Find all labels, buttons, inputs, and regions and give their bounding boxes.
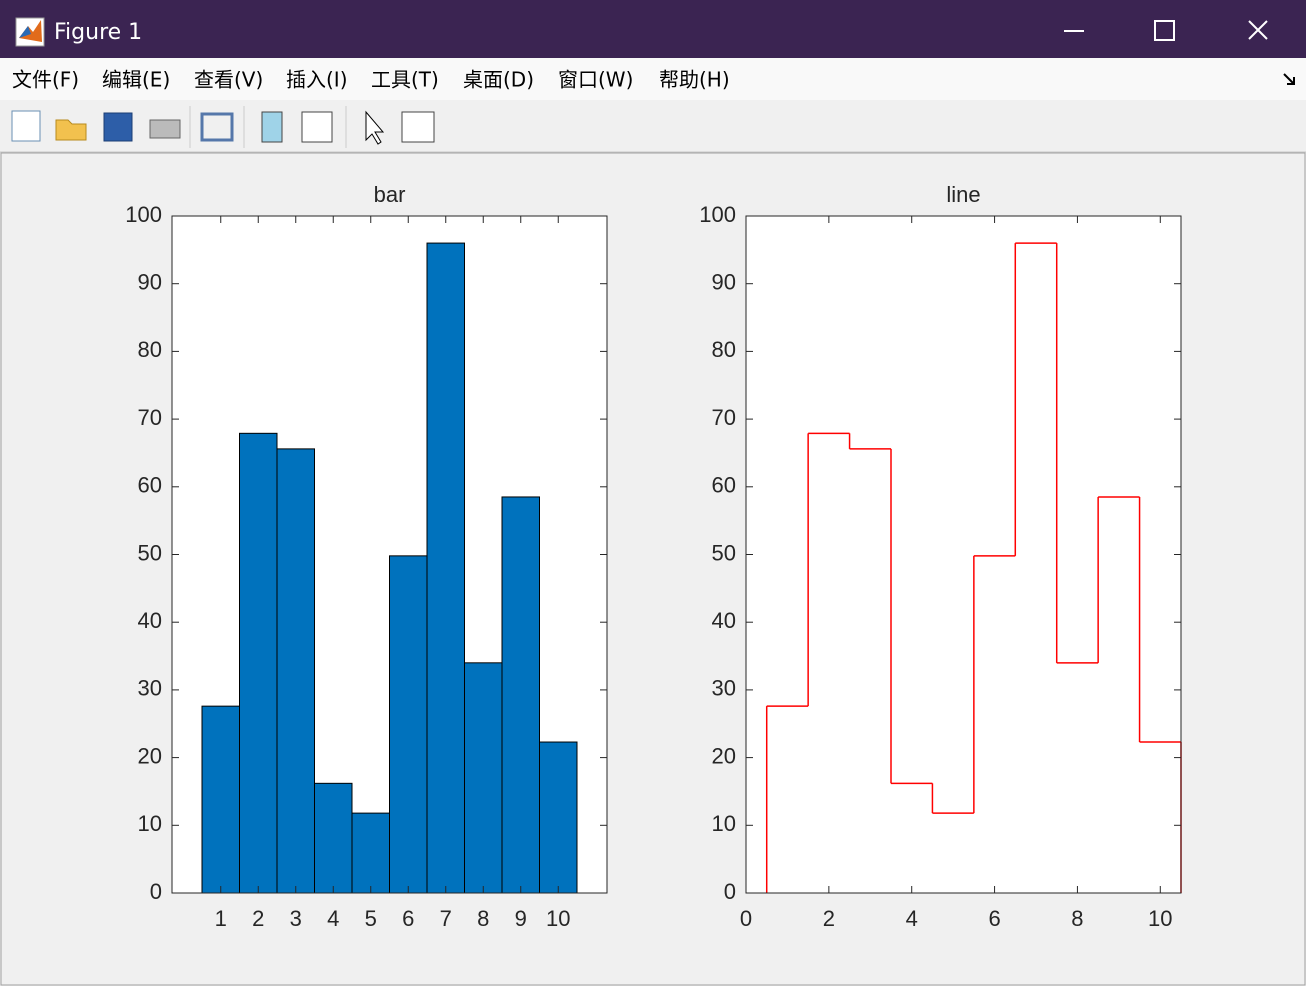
y-tick-label: 80 (138, 337, 162, 362)
menu-item[interactable]: 插入(I) (286, 68, 348, 92)
new-icon[interactable] (11, 110, 41, 142)
link-icon[interactable] (200, 112, 234, 142)
open-icon[interactable] (55, 119, 87, 141)
y-tick-label: 40 (138, 608, 162, 633)
pointer-icon[interactable] (365, 110, 385, 145)
y-tick-label: 20 (138, 743, 162, 768)
bar (426, 242, 465, 894)
bar (501, 496, 540, 894)
bar (351, 812, 390, 894)
close-button[interactable] (1248, 20, 1268, 40)
bar (539, 741, 578, 894)
menu-item[interactable]: 查看(V) (194, 68, 263, 92)
x-tick-label: 7 (440, 906, 452, 931)
bar (314, 782, 353, 894)
y-tick-label: 30 (712, 676, 736, 701)
x-tick-label: 0 (740, 906, 752, 931)
x-tick-label: 5 (365, 906, 377, 931)
legend-icon[interactable] (301, 111, 333, 143)
x-tick-label: 10 (546, 906, 570, 931)
x-tick-label: 10 (1148, 906, 1172, 931)
y-tick-label: 60 (712, 473, 736, 498)
y-tick-label: 90 (712, 270, 736, 295)
y-tick-label: 50 (138, 540, 162, 565)
window-title: Figure 1 (54, 20, 142, 45)
save-icon[interactable] (103, 112, 133, 142)
axes: 0 10 20 30 40 50 60 70 80 90 100 0 2 4 6 8 10 line (699, 182, 1182, 931)
menu: 文件(F) 编辑(E) 查看(V) 插入(I) 工具(T) 桌面(D) 窗口(W) 帮助(H) (12, 68, 730, 92)
plot-area (746, 216, 1181, 893)
chart-title: bar (374, 182, 406, 207)
y-tick-label: 10 (138, 811, 162, 836)
x-tick-label: 2 (823, 906, 835, 931)
bar (276, 448, 315, 894)
menu-bar (0, 58, 1306, 100)
x-tick-label: 3 (290, 906, 302, 931)
axes-box (171, 215, 608, 894)
bar (389, 555, 428, 894)
x-tick-label: 8 (1071, 906, 1083, 931)
y-tick-label: 90 (138, 270, 162, 295)
axes: 0 10 20 30 40 50 60 70 80 90 100 1 2 3 4 5 6 7 8 9 10 bar (125, 182, 608, 931)
colorbar-icon[interactable] (261, 111, 283, 143)
y-tick-label: 0 (150, 879, 162, 904)
y-tick-label: 20 (712, 743, 736, 768)
x-tick-label: 2 (252, 906, 264, 931)
x-tick-label: 1 (215, 906, 227, 931)
x-tick-label: 4 (906, 906, 918, 931)
bar (239, 432, 278, 894)
title-bar (0, 0, 1306, 58)
menu-item[interactable]: 窗口(W) (558, 68, 633, 92)
y-tick-label: 100 (125, 202, 162, 227)
x-tick-label: 8 (477, 906, 489, 931)
axes-box (745, 215, 1182, 894)
menu-item[interactable]: 编辑(E) (102, 68, 170, 92)
print-icon[interactable] (149, 119, 181, 139)
y-tick-label: 40 (712, 608, 736, 633)
y-tick-label: 30 (138, 676, 162, 701)
y-tick-label: 10 (712, 811, 736, 836)
bar (201, 705, 240, 894)
menu-item[interactable]: 帮助(H) (659, 68, 730, 92)
y-tick-label: 50 (712, 540, 736, 565)
menu-item[interactable]: 桌面(D) (463, 68, 534, 92)
y-tick-label: 100 (699, 202, 736, 227)
y-tick-label: 70 (712, 405, 736, 430)
dock-arrow[interactable] (1283, 73, 1295, 85)
toolbar-icons (11, 106, 435, 148)
property-icon[interactable] (401, 111, 435, 143)
x-tick-label: 6 (402, 906, 414, 931)
x-tick-label: 4 (327, 906, 339, 931)
bar (464, 662, 503, 894)
app-icon (15, 17, 45, 47)
y-tick-label: 60 (138, 473, 162, 498)
y-tick-label: 0 (724, 879, 736, 904)
chart-title: line (946, 182, 980, 207)
menu-item[interactable]: 工具(T) (371, 68, 439, 92)
figure-border (0, 152, 1306, 986)
maximize-button[interactable] (1154, 20, 1175, 41)
y-tick-label: 70 (138, 405, 162, 430)
toolbar (0, 100, 1306, 152)
menu-item[interactable]: 文件(F) (12, 68, 79, 92)
x-tick-label: 6 (988, 906, 1000, 931)
y-tick-label: 80 (712, 337, 736, 362)
x-tick-label: 9 (515, 906, 527, 931)
